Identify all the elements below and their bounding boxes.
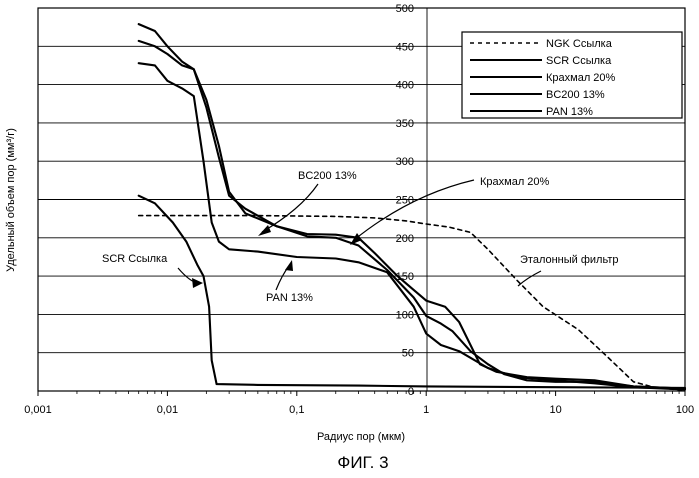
y-tick-label-200: 200 <box>396 233 414 245</box>
annotation-pan: PAN 13% <box>266 292 313 304</box>
x-tick-label-0,001: 0,001 <box>24 404 52 416</box>
x-tick-label-0,1: 0,1 <box>289 404 304 416</box>
figure-caption: ФИГ. 3 <box>337 453 388 472</box>
y-tick-label-350: 350 <box>396 118 414 130</box>
legend-label-0: NGK Ссылка <box>546 38 613 50</box>
y-tick-label-50: 50 <box>402 348 414 360</box>
y-tick-label-500: 500 <box>396 3 414 15</box>
x-axis-ticks: 0,001 0,01 0,1 1 10 100 <box>24 391 694 416</box>
x-tick-label-10: 10 <box>549 404 561 416</box>
annotation-bc200: BC200 13% <box>298 170 357 182</box>
legend-label-3: BC200 13% <box>546 89 605 101</box>
annotation-etalon: Эталонный фильтр <box>520 254 619 266</box>
x-tick-label-0,01: 0,01 <box>157 404 178 416</box>
x-tick-label-100: 100 <box>676 404 694 416</box>
annotation-bc200-arrowhead <box>258 225 271 236</box>
y-tick-label-300: 300 <box>396 156 414 168</box>
annotation-etalon-leader <box>518 271 541 286</box>
annotation-scr-arrowhead <box>192 278 203 288</box>
y-tick-label-100: 100 <box>396 309 414 321</box>
annotation-scr: SCR Ссылка <box>102 253 168 265</box>
x-axis-title: Радиус пор (мкм) <box>317 431 405 443</box>
y-tick-label-0: 0 <box>408 386 414 398</box>
annotation-bc200-leader <box>262 184 318 232</box>
pore-volume-chart: 0 50 100 150 200 250 300 350 400 450 500 0,001 0,01… <box>0 0 699 478</box>
y-tick-label-250: 250 <box>396 195 414 207</box>
legend-label-2: Крахмал 20% <box>546 72 616 84</box>
legend-label-4: PAN 13% <box>546 106 593 118</box>
x-tick-label-1: 1 <box>423 404 429 416</box>
annotations: BC200 13% Крахмал 20% Эталонный фильтр S… <box>102 170 619 304</box>
annotation-starch-leader <box>354 180 474 240</box>
y-axis-title: Удельный объем пор (мм³/г) <box>5 128 17 272</box>
annotation-pan-arrowhead <box>285 260 293 271</box>
y-tick-label-150: 150 <box>396 271 414 283</box>
annotation-starch: Крахмал 20% <box>480 176 550 188</box>
y-tick-label-450: 450 <box>396 41 414 53</box>
legend: NGK Ссылка SCR Ссылка Крахмал 20% BC200 13%… <box>462 32 682 118</box>
y-tick-label-400: 400 <box>396 80 414 92</box>
legend-label-1: SCR Ссылка <box>546 55 612 67</box>
y-axis-ticks: 0 50 100 150 200 250 300 350 400 450 500 <box>396 3 414 398</box>
